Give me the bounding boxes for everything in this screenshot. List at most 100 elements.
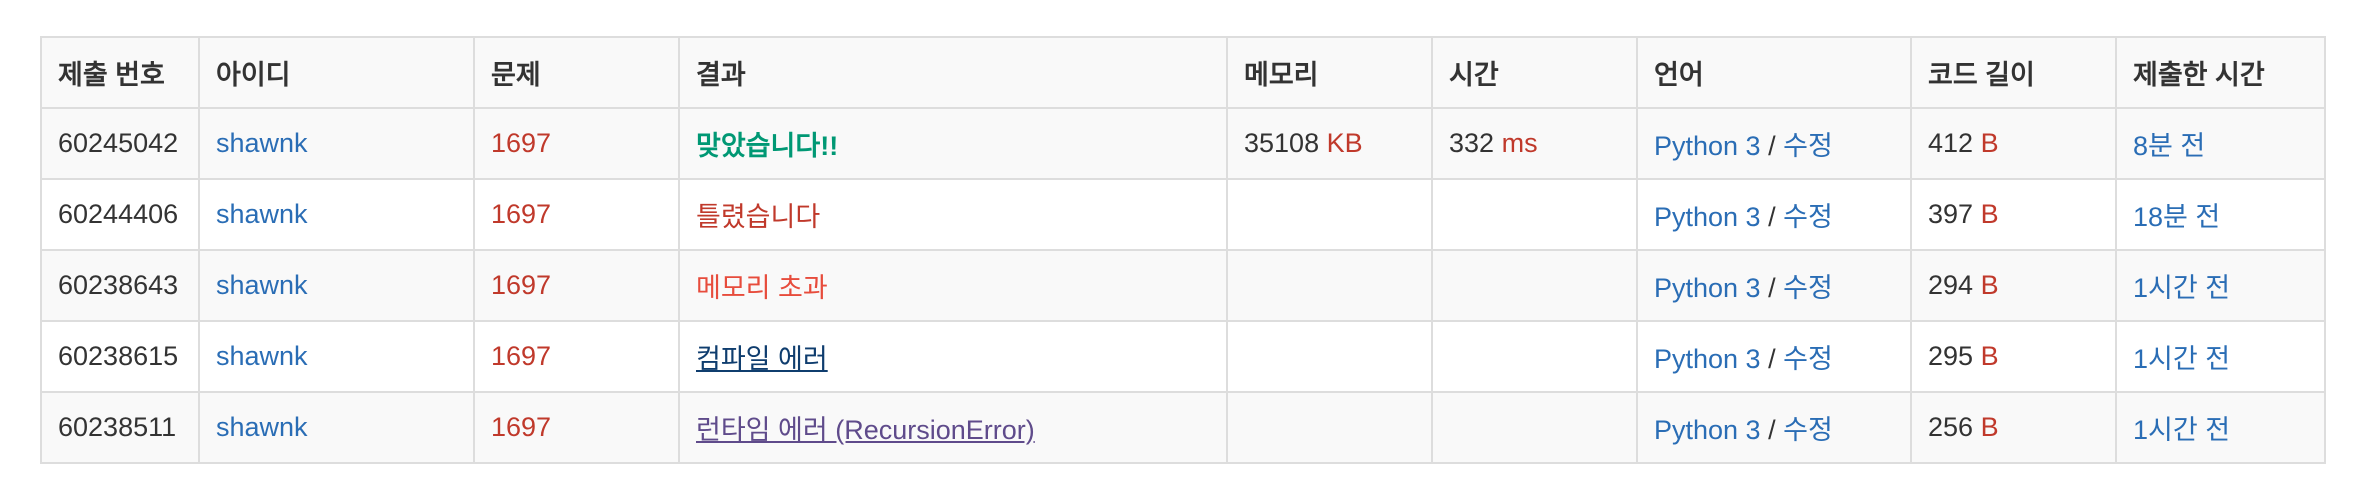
problem-link[interactable]: 1697 (491, 341, 552, 371)
language-cell: Python 3 / 수정 (1636, 391, 1912, 464)
language-link[interactable]: Python 3 (1654, 415, 1761, 445)
memory-cell (1226, 320, 1433, 393)
code-length-unit: B (1980, 270, 1999, 300)
memory-cell (1226, 249, 1433, 322)
submitted-time-cell: 1시간 전 (2115, 320, 2326, 393)
result-cell: 맞았습니다!! (678, 107, 1228, 180)
language-link[interactable]: Python 3 (1654, 273, 1761, 303)
submitted-time-cell: 1시간 전 (2115, 391, 2326, 464)
code-length-unit: B (1980, 128, 1999, 158)
result-runtime-error-link[interactable]: 런타임 에러 (RecursionError) (696, 415, 1035, 445)
submission-id-cell: 60238511 (40, 391, 200, 464)
submitted-time-cell: 8분 전 (2115, 107, 2326, 180)
table-row: 60238511 shawnk 1697 런타임 에러 (RecursionEr… (40, 391, 2326, 464)
table-row: 60238643 shawnk 1697 메모리 초과 Python 3 / 수… (40, 249, 2326, 322)
user-link[interactable]: shawnk (216, 412, 308, 442)
language-link[interactable]: Python 3 (1654, 202, 1761, 232)
header-memory: 메모리 (1226, 36, 1433, 109)
header-submitted-time: 제출한 시간 (2115, 36, 2326, 109)
language-separator: / (1768, 273, 1776, 303)
user-cell: shawnk (198, 107, 475, 180)
language-cell: Python 3 / 수정 (1636, 249, 1912, 322)
result-cell: 런타임 에러 (RecursionError) (678, 391, 1228, 464)
code-length-value: 294 (1928, 270, 1974, 300)
table-body: 60245042 shawnk 1697 맞았습니다!! 35108 KB 33… (40, 107, 2326, 464)
problem-cell: 1697 (473, 178, 680, 251)
problem-cell: 1697 (473, 107, 680, 180)
language-cell: Python 3 / 수정 (1636, 320, 1912, 393)
language-link[interactable]: Python 3 (1654, 131, 1761, 161)
result-memory-limit: 메모리 초과 (696, 273, 828, 303)
code-length-value: 256 (1928, 412, 1974, 442)
header-result: 결과 (678, 36, 1228, 109)
submission-id-cell: 60245042 (40, 107, 200, 180)
memory-value: 35108 (1244, 128, 1320, 158)
edit-link[interactable]: 수정 (1783, 273, 1833, 303)
code-length-unit: B (1980, 412, 1999, 442)
code-length-value: 295 (1928, 341, 1974, 371)
result-accepted: 맞았습니다!! (696, 131, 839, 161)
language-separator: / (1768, 415, 1776, 445)
submitted-time-cell: 1시간 전 (2115, 249, 2326, 322)
user-cell: shawnk (198, 249, 475, 322)
table-row: 60238615 shawnk 1697 컴파일 에러 Python 3 / 수… (40, 320, 2326, 393)
submitted-time-cell: 18분 전 (2115, 178, 2326, 251)
submission-id-cell: 60244406 (40, 178, 200, 251)
memory-cell: 35108 KB (1226, 107, 1433, 180)
language-separator: / (1768, 131, 1776, 161)
memory-cell (1226, 178, 1433, 251)
code-length-cell: 397 B (1910, 178, 2117, 251)
table-header: 제출 번호 아이디 문제 결과 메모리 시간 언어 코드 길이 제출한 시간 (40, 36, 2326, 109)
problem-link[interactable]: 1697 (491, 270, 552, 300)
code-length-value: 397 (1928, 199, 1974, 229)
header-time: 시간 (1431, 36, 1638, 109)
language-separator: / (1768, 202, 1776, 232)
table-row: 60244406 shawnk 1697 틀렸습니다 Python 3 / 수정… (40, 178, 2326, 251)
code-length-value: 412 (1928, 128, 1974, 158)
code-length-unit: B (1980, 341, 1999, 371)
problem-link[interactable]: 1697 (491, 412, 552, 442)
user-link[interactable]: shawnk (216, 128, 308, 158)
memory-cell (1226, 391, 1433, 464)
problem-cell: 1697 (473, 249, 680, 322)
user-cell: shawnk (198, 320, 475, 393)
edit-link[interactable]: 수정 (1783, 344, 1833, 374)
time-cell (1431, 320, 1638, 393)
user-link[interactable]: shawnk (216, 199, 308, 229)
table-row: 60245042 shawnk 1697 맞았습니다!! 35108 KB 33… (40, 107, 2326, 180)
edit-link[interactable]: 수정 (1783, 202, 1833, 232)
header-code-length: 코드 길이 (1910, 36, 2117, 109)
result-cell: 틀렸습니다 (678, 178, 1228, 251)
submitted-time-link[interactable]: 1시간 전 (2133, 344, 2231, 374)
problem-cell: 1697 (473, 320, 680, 393)
result-compile-error-link[interactable]: 컴파일 에러 (696, 344, 828, 374)
code-length-cell: 412 B (1910, 107, 2117, 180)
user-cell: shawnk (198, 178, 475, 251)
submission-id-cell: 60238643 (40, 249, 200, 322)
user-link[interactable]: shawnk (216, 341, 308, 371)
user-link[interactable]: shawnk (216, 270, 308, 300)
time-cell (1431, 249, 1638, 322)
result-cell: 메모리 초과 (678, 249, 1228, 322)
edit-link[interactable]: 수정 (1783, 415, 1833, 445)
language-cell: Python 3 / 수정 (1636, 178, 1912, 251)
submitted-time-link[interactable]: 1시간 전 (2133, 415, 2231, 445)
submitted-time-link[interactable]: 1시간 전 (2133, 273, 2231, 303)
header-row: 제출 번호 아이디 문제 결과 메모리 시간 언어 코드 길이 제출한 시간 (40, 36, 2326, 109)
status-table-container: 제출 번호 아이디 문제 결과 메모리 시간 언어 코드 길이 제출한 시간 6… (40, 36, 2326, 464)
edit-link[interactable]: 수정 (1783, 131, 1833, 161)
time-value: 332 (1449, 128, 1495, 158)
time-cell (1431, 391, 1638, 464)
language-link[interactable]: Python 3 (1654, 344, 1761, 374)
code-length-cell: 295 B (1910, 320, 2117, 393)
problem-cell: 1697 (473, 391, 680, 464)
submitted-time-link[interactable]: 18분 전 (2133, 202, 2221, 232)
header-language: 언어 (1636, 36, 1912, 109)
problem-link[interactable]: 1697 (491, 128, 552, 158)
time-cell: 332 ms (1431, 107, 1638, 180)
result-cell: 컴파일 에러 (678, 320, 1228, 393)
problem-link[interactable]: 1697 (491, 199, 552, 229)
submitted-time-link[interactable]: 8분 전 (2133, 131, 2206, 161)
code-length-cell: 256 B (1910, 391, 2117, 464)
language-separator: / (1768, 344, 1776, 374)
